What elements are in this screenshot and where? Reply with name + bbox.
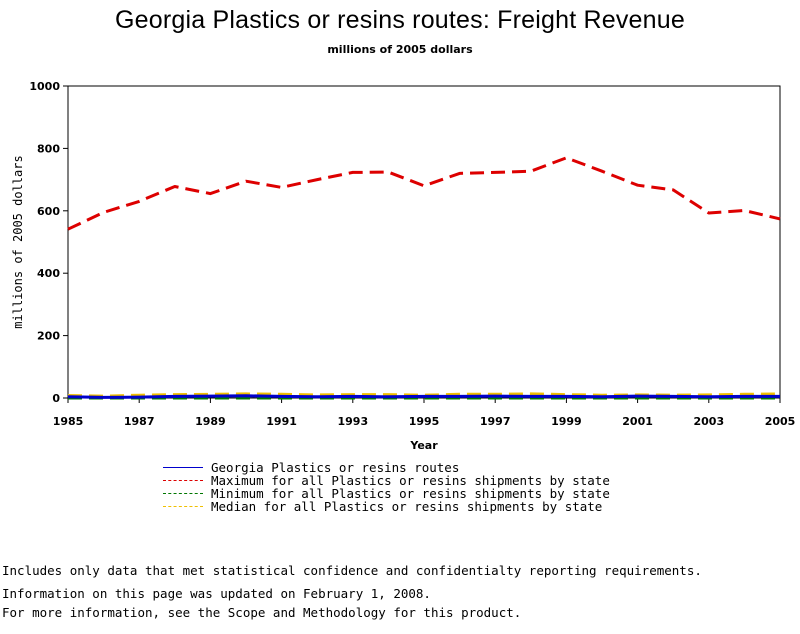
note-methodology: For more information, see the Scope and … xyxy=(2,605,522,620)
x-tick-label: 2005 xyxy=(765,415,796,428)
legend-swatch xyxy=(163,467,203,468)
notes: Includes only data that met statistical … xyxy=(2,536,702,634)
y-tick-label: 1000 xyxy=(29,80,60,93)
series-line-maximum xyxy=(67,156,781,231)
legend-label: Minimum for all Plastics or resins shipm… xyxy=(211,486,610,501)
legend-item: Minimum for all Plastics or resins shipm… xyxy=(163,487,610,500)
legend-label: Median for all Plastics or resins shipme… xyxy=(211,499,603,514)
legend: Georgia Plastics or resins routes Maximum… xyxy=(163,461,610,513)
x-tick-label: 1989 xyxy=(195,415,226,428)
x-tick-label: 2003 xyxy=(693,415,724,428)
series-line-georgia xyxy=(67,394,780,399)
legend-item: Median for all Plastics or resins shipme… xyxy=(163,500,610,513)
x-tick-label: 2001 xyxy=(622,415,653,428)
y-tick-label: 0 xyxy=(52,392,60,405)
x-tick-label: 1987 xyxy=(124,415,155,428)
x-tick-label: 1985 xyxy=(53,415,84,428)
legend-label: Maximum for all Plastics or resins shipm… xyxy=(211,473,610,488)
chart-title: Georgia Plastics or resins routes: Freig… xyxy=(115,6,685,34)
y-tick-label: 200 xyxy=(37,330,60,343)
plot-frame xyxy=(67,85,781,399)
x-tick-label: 1995 xyxy=(409,415,440,428)
chart-subtitle: millions of 2005 dollars xyxy=(327,43,473,56)
y-tick-label: 800 xyxy=(37,142,60,155)
x-tick-label: 1993 xyxy=(337,415,368,428)
y-axis-title: millions of 2005 dollars xyxy=(11,155,25,328)
legend-item: Maximum for all Plastics or resins shipm… xyxy=(163,474,610,487)
legend-label: Georgia Plastics or resins routes xyxy=(211,460,460,475)
legend-swatch xyxy=(163,480,203,481)
series-layer xyxy=(67,156,781,400)
y-axis: 0 200 400 600 800 1000 xyxy=(29,80,68,405)
y-tick-label: 400 xyxy=(37,267,60,280)
legend-item: Georgia Plastics or resins routes xyxy=(163,461,610,474)
legend-swatch xyxy=(163,493,203,494)
update-notice: Information on this page was updated on … xyxy=(2,586,431,601)
legend-swatch xyxy=(163,506,203,507)
note-confidentiality: Includes only data that met statistical … xyxy=(2,563,702,578)
x-tick-label: 1997 xyxy=(480,415,511,428)
x-axis: 1985 1987 1989 1991 1993 1995 1997 1999 2001 2003… xyxy=(53,398,796,428)
x-tick-label: 1999 xyxy=(551,415,582,428)
y-tick-label: 600 xyxy=(37,205,60,218)
x-axis-title: Year xyxy=(409,439,438,452)
x-tick-label: 1991 xyxy=(266,415,297,428)
